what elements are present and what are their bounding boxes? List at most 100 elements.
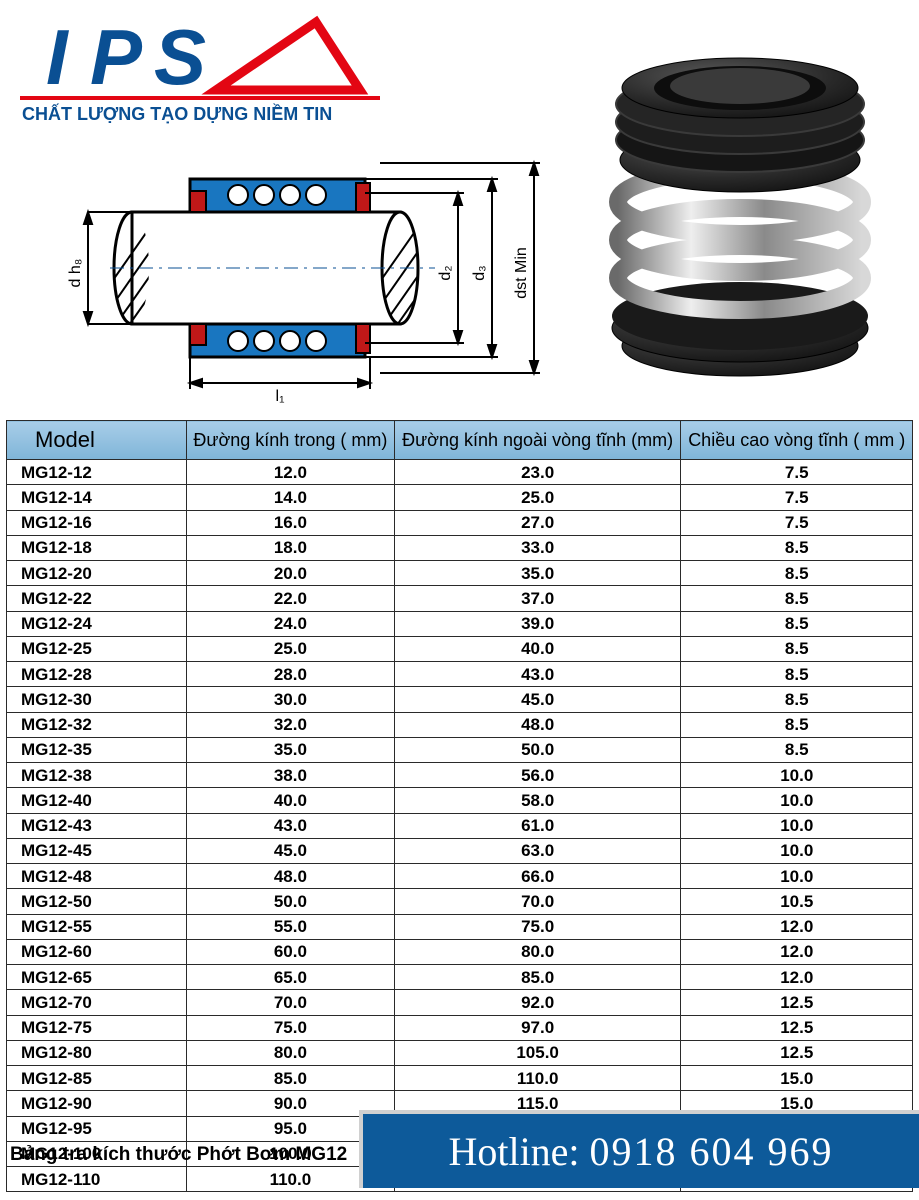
- cell-value: 12.0: [681, 965, 913, 990]
- technical-diagram: d h₈ l₁ d₂: [20, 130, 580, 405]
- diagram-svg: d h₈ l₁ d₂: [40, 133, 560, 403]
- cell-value: 80.0: [394, 939, 681, 964]
- table-row: MG12-7070.092.012.5: [7, 990, 913, 1015]
- cell-model: MG12-110: [7, 1167, 187, 1192]
- cell-value: 43.0: [187, 813, 395, 838]
- cell-value: 10.0: [681, 838, 913, 863]
- cell-value: 25.0: [394, 485, 681, 510]
- cell-value: 8.5: [681, 586, 913, 611]
- cell-value: 75.0: [394, 914, 681, 939]
- cell-value: 23.0: [394, 460, 681, 485]
- cell-value: 85.0: [187, 1066, 395, 1091]
- dim-l1: l₁: [276, 388, 285, 403]
- table-row: MG12-7575.097.012.5: [7, 1015, 913, 1040]
- table-row: MG12-4848.066.010.0: [7, 864, 913, 889]
- cell-value: 45.0: [394, 687, 681, 712]
- product-photo: [580, 10, 899, 405]
- cell-value: 22.0: [187, 586, 395, 611]
- cell-value: 18.0: [187, 535, 395, 560]
- cell-value: 12.5: [681, 1015, 913, 1040]
- cell-value: 55.0: [187, 914, 395, 939]
- cell-model: MG12-40: [7, 788, 187, 813]
- cell-value: 37.0: [394, 586, 681, 611]
- table-row: MG12-5050.070.010.5: [7, 889, 913, 914]
- cell-model: MG12-48: [7, 864, 187, 889]
- cell-value: 39.0: [394, 611, 681, 636]
- cell-value: 8.5: [681, 662, 913, 687]
- cell-model: MG12-60: [7, 939, 187, 964]
- cell-model: MG12-38: [7, 763, 187, 788]
- logo: I P S CHẤT LƯỢNG TẠO DỰNG NIỀM TIN: [20, 10, 580, 130]
- cell-value: 28.0: [187, 662, 395, 687]
- cell-value: 12.5: [681, 1040, 913, 1065]
- hotline-number: 0918 604 969: [590, 1128, 834, 1175]
- cell-value: 40.0: [394, 636, 681, 661]
- table-caption: Bảng tra kích thước Phớt Bơm MG12: [10, 1144, 347, 1166]
- cell-value: 16.0: [187, 510, 395, 535]
- svg-text:I: I: [46, 13, 69, 101]
- cell-value: 63.0: [394, 838, 681, 863]
- cell-value: 8.5: [681, 687, 913, 712]
- cell-value: 25.0: [187, 636, 395, 661]
- cell-value: 10.0: [681, 788, 913, 813]
- table-row: MG12-2525.040.08.5: [7, 636, 913, 661]
- logo-svg: I P S CHẤT LƯỢNG TẠO DỰNG NIỀM TIN: [20, 10, 380, 130]
- cell-model: MG12-14: [7, 485, 187, 510]
- cell-value: 35.0: [187, 737, 395, 762]
- table-row: MG12-3232.048.08.5: [7, 712, 913, 737]
- cell-model: MG12-22: [7, 586, 187, 611]
- table-row: MG12-3838.056.010.0: [7, 763, 913, 788]
- cell-model: MG12-50: [7, 889, 187, 914]
- dim-dstmin: dst Min: [513, 247, 530, 299]
- cell-value: 45.0: [187, 838, 395, 863]
- cell-value: 8.5: [681, 737, 913, 762]
- cell-value: 8.5: [681, 561, 913, 586]
- cell-value: 75.0: [187, 1015, 395, 1040]
- cell-model: MG12-75: [7, 1015, 187, 1040]
- seal-photo-svg: [595, 28, 885, 388]
- table-row: MG12-5555.075.012.0: [7, 914, 913, 939]
- cell-value: 70.0: [187, 990, 395, 1015]
- cell-model: MG12-16: [7, 510, 187, 535]
- cell-model: MG12-28: [7, 662, 187, 687]
- cell-value: 30.0: [187, 687, 395, 712]
- cell-value: 8.5: [681, 712, 913, 737]
- cell-value: 8.5: [681, 535, 913, 560]
- cell-value: 24.0: [187, 611, 395, 636]
- cell-model: MG12-80: [7, 1040, 187, 1065]
- cell-model: MG12-43: [7, 813, 187, 838]
- cell-value: 70.0: [394, 889, 681, 914]
- table-row: MG12-3030.045.08.5: [7, 687, 913, 712]
- spec-table-wrap: Model Đường kính trong ( mm) Đường kính …: [0, 420, 919, 1192]
- hotline-label: Hotline:: [448, 1128, 579, 1175]
- top-section: I P S CHẤT LƯỢNG TẠO DỰNG NIỀM TIN: [0, 0, 919, 420]
- table-row: MG12-1212.023.07.5: [7, 460, 913, 485]
- cell-value: 12.5: [681, 990, 913, 1015]
- cell-value: 12.0: [187, 460, 395, 485]
- cell-model: MG12-90: [7, 1091, 187, 1116]
- cell-value: 40.0: [187, 788, 395, 813]
- table-row: MG12-4040.058.010.0: [7, 788, 913, 813]
- cell-value: 14.0: [187, 485, 395, 510]
- table-head: Model Đường kính trong ( mm) Đường kính …: [7, 421, 913, 460]
- table-row: MG12-2828.043.08.5: [7, 662, 913, 687]
- svg-text:P: P: [90, 13, 143, 101]
- cell-value: 10.5: [681, 889, 913, 914]
- cell-model: MG12-12: [7, 460, 187, 485]
- cell-model: MG12-30: [7, 687, 187, 712]
- cell-model: MG12-25: [7, 636, 187, 661]
- cell-value: 80.0: [187, 1040, 395, 1065]
- dim-d3: d₃: [471, 265, 488, 280]
- cell-value: 43.0: [394, 662, 681, 687]
- cell-value: 66.0: [394, 864, 681, 889]
- table-row: MG12-6565.085.012.0: [7, 965, 913, 990]
- cell-value: 10.0: [681, 763, 913, 788]
- cell-value: 8.5: [681, 611, 913, 636]
- cell-value: 58.0: [394, 788, 681, 813]
- cell-value: 8.5: [681, 636, 913, 661]
- left-column: I P S CHẤT LƯỢNG TẠO DỰNG NIỀM TIN: [20, 10, 580, 405]
- cell-value: 92.0: [394, 990, 681, 1015]
- cell-value: 7.5: [681, 485, 913, 510]
- dim-dh8: d h₈: [67, 258, 84, 287]
- cell-model: MG12-70: [7, 990, 187, 1015]
